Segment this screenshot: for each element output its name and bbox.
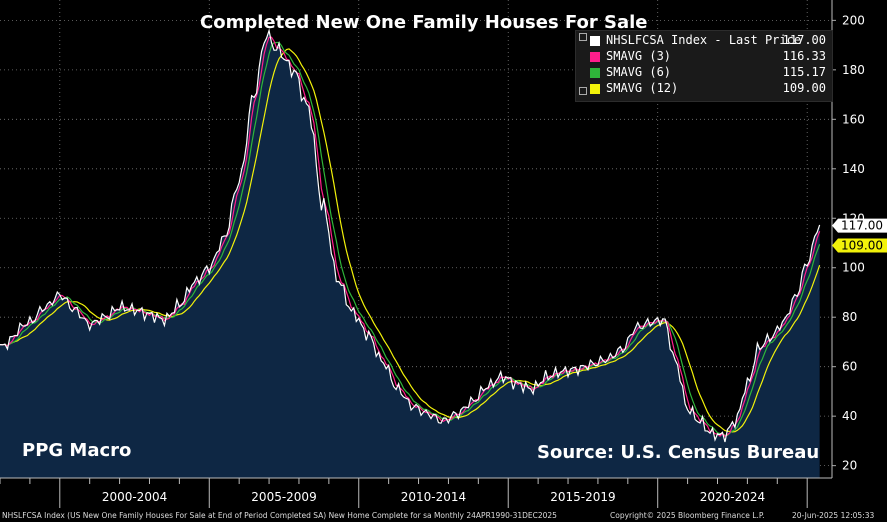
index-line — [0, 28, 821, 443]
y-tick-label: 60 — [842, 360, 857, 374]
sma12-tag: 109.00 — [832, 238, 887, 253]
legend-swatch-sma6 — [590, 68, 600, 78]
legend-item-sma12[interactable]: SMAVG (12) 109.00 — [590, 81, 828, 97]
watermark-left: PPG Macro — [22, 440, 132, 461]
x-period-label: 2020-2024 — [700, 490, 765, 504]
legend-item-sma3[interactable]: SMAVG (3) 116.33 — [590, 49, 828, 65]
y-tick-label: 160 — [842, 112, 865, 126]
footer-timestamp: 20-Jun-2025 12:05:33 — [792, 511, 875, 520]
series-lines — [0, 28, 821, 443]
legend-item-index[interactable]: NHSLFCSA Index - Last Price 117.00 — [590, 33, 828, 49]
legend-label-index: NHSLFCSA Index - Last Price — [606, 33, 802, 47]
legend-value-sma6: 115.17 — [782, 65, 826, 79]
x-period-label: 2005-2009 — [251, 490, 316, 504]
x-period-label: 2015-2019 — [550, 490, 615, 504]
chart-title: Completed New One Family Houses For Sale — [200, 12, 648, 33]
x-axis: 2000-2004 2005-2009 2010-2014 2015-2019 2020… — [0, 477, 832, 508]
footer-bar: NHSLFCSA Index (US New One Family Houses… — [0, 508, 887, 522]
legend-value-sma3: 116.33 — [782, 49, 826, 63]
sma12-tag-box — [832, 238, 887, 253]
legend-label-sma3: SMAVG (3) — [606, 49, 672, 63]
legend-item-sma6[interactable]: SMAVG (6) 115.17 — [590, 65, 828, 81]
legend[interactable]: NHSLFCSA Index - Last Price 117.00 SMAVG… — [575, 30, 833, 102]
index-area-fill — [0, 30, 820, 478]
x-period-label: 2010-2014 — [401, 490, 466, 504]
legend-swatch-sma3 — [590, 52, 600, 62]
footer-copyright: Copyright© 2025 Bloomberg Finance L.P. — [610, 511, 765, 520]
legend-value-sma12: 109.00 — [782, 81, 826, 95]
y-tick-label: 40 — [842, 409, 857, 423]
expand-box-icon[interactable] — [579, 33, 587, 41]
y-tick-label: 180 — [842, 63, 865, 77]
footer-description: NHSLFCSA Index (US New One Family Houses… — [2, 511, 557, 520]
y-tick-label: 100 — [842, 261, 865, 275]
index-area — [0, 30, 820, 478]
y-tick-label: 140 — [842, 162, 865, 176]
y-tick-label: 80 — [842, 310, 857, 324]
x-period-label: 2000-2004 — [102, 490, 167, 504]
y-tick-label: 200 — [842, 13, 865, 27]
last-price-tag-box — [832, 218, 887, 233]
sma3-line — [0, 36, 821, 438]
legend-label-sma6: SMAVG (6) — [606, 65, 672, 79]
last-price-tag: 117.00 — [832, 218, 887, 233]
legend-swatch-index — [590, 36, 600, 46]
legend-swatch-sma12 — [590, 84, 600, 94]
legend-label-sma12: SMAVG (12) — [606, 81, 679, 95]
last-price-tag-text: 117.00 — [841, 219, 883, 233]
sma12-tag-text: 109.00 — [841, 238, 883, 252]
collapse-box-icon[interactable] — [579, 87, 587, 95]
legend-value-index: 117.00 — [782, 33, 826, 47]
last-value-tags: 117.00 109.00 — [832, 218, 887, 253]
y-tick-label: 20 — [842, 459, 857, 473]
watermark-right: Source: U.S. Census Bureau — [537, 442, 820, 463]
